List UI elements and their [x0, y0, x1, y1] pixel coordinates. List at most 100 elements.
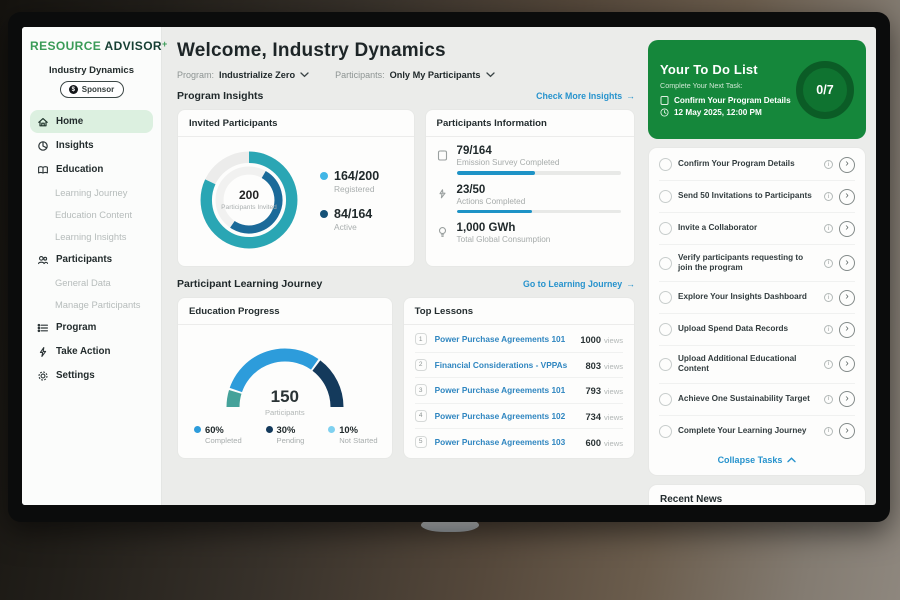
- go-to-learning-journey-link[interactable]: Go to Learning Journey →: [523, 279, 635, 289]
- check-more-insights-link[interactable]: Check More Insights →: [536, 91, 635, 101]
- arrow-right-icon: →: [626, 279, 635, 289]
- dashboard-screen: RESOURCE ADVISOR+ Industry Dynamics $ Sp…: [22, 27, 876, 505]
- recent-news-card: Recent News: [648, 483, 866, 505]
- sidebar-item-home[interactable]: Home: [30, 110, 153, 133]
- info-icon[interactable]: i: [824, 394, 833, 404]
- task-checkbox[interactable]: [659, 222, 672, 235]
- donut-legend: 164/200 Registered 84/164 Active: [320, 169, 379, 232]
- logo-plus: +: [162, 39, 168, 49]
- info-icon[interactable]: i: [824, 192, 833, 201]
- task-checkbox[interactable]: [659, 323, 672, 337]
- sidebar-item-manage-participants[interactable]: Manage Participants: [55, 299, 141, 310]
- not-started-dot-icon: [328, 426, 336, 433]
- metric-actions-completed: 23/50 Actions Completed: [437, 183, 621, 213]
- lesson-views-count: 793: [585, 386, 601, 397]
- sidebar-item-learning-journey[interactable]: Learning Journey: [55, 187, 128, 198]
- gauge-segment: [229, 348, 319, 393]
- todo-next-task: Confirm Your Program Details: [660, 95, 791, 105]
- pending-label: Pending: [276, 436, 305, 445]
- link-label: Check More Insights: [536, 91, 623, 101]
- task-go-button[interactable]: ›: [839, 391, 855, 408]
- sidebar-item-settings[interactable]: Settings: [30, 364, 153, 387]
- task-go-button[interactable]: ›: [839, 423, 855, 440]
- task-row: Complete Your Learning Journey i ›: [659, 416, 855, 447]
- sidebar-item-education-content[interactable]: Education Content: [55, 209, 133, 220]
- lesson-rank: 3: [414, 384, 427, 397]
- task-checkbox[interactable]: [659, 291, 672, 305]
- lesson-title-link[interactable]: Financial Considerations - VPPAs: [434, 359, 568, 370]
- todo-counter: 0/7: [816, 82, 834, 97]
- lesson-views-suffix: views: [604, 361, 623, 371]
- program-filter-dropdown[interactable]: Program: Industrialize Zero: [177, 70, 309, 80]
- todo-due-label: 12 May 2025, 12:00 PM: [674, 108, 762, 117]
- lesson-title-link[interactable]: Power Purchase Agreements 102: [434, 410, 566, 421]
- info-icon[interactable]: i: [824, 325, 833, 335]
- task-label: Achieve One Sustainability Target: [678, 393, 810, 403]
- global-consumption-label: Total Global Consumption: [456, 235, 551, 244]
- actions-completed-value: 23/50: [456, 183, 486, 196]
- task-go-button[interactable]: ›: [839, 255, 855, 272]
- lesson-views-count: 803: [585, 360, 601, 371]
- metric-emission-survey: 79/164 Emission Survey Completed: [437, 145, 621, 175]
- learning-cards-row: Education Progress 150 Participants: [177, 297, 635, 459]
- invited-participants-card: Invited Participants 200: [177, 109, 415, 267]
- task-go-button[interactable]: ›: [839, 321, 855, 338]
- donut-arc-active: [215, 166, 283, 234]
- legend-active: 84/164 Active: [320, 207, 379, 232]
- info-icon[interactable]: i: [824, 426, 833, 436]
- sidebar-item-learning-insights[interactable]: Learning Insights: [55, 231, 127, 242]
- info-icon[interactable]: i: [824, 160, 833, 169]
- education-progress-card: Education Progress 150 Participants: [177, 297, 393, 459]
- sidebar-item-program[interactable]: Program: [30, 316, 153, 339]
- lesson-views-count: 734: [585, 411, 601, 422]
- lesson-rank: 5: [414, 435, 427, 448]
- todo-next-task-label: Confirm Your Program Details: [674, 95, 791, 105]
- task-checkbox[interactable]: [659, 357, 672, 371]
- sidebar-item-education[interactable]: Education: [30, 158, 153, 181]
- task-row: Verify participants requesting to join t…: [659, 245, 855, 283]
- task-row: Confirm Your Program Details i ›: [659, 149, 855, 181]
- task-checkbox[interactable]: [659, 256, 672, 270]
- collapse-tasks-link[interactable]: Collapse Tasks: [659, 447, 855, 469]
- todo-subtitle: Complete Your Next Task:: [660, 81, 743, 90]
- lesson-title-link[interactable]: Power Purchase Agreements 101: [434, 385, 566, 396]
- info-icon[interactable]: i: [824, 293, 833, 303]
- sidebar-item-label: Settings: [56, 370, 95, 381]
- task-go-button[interactable]: ›: [839, 356, 855, 373]
- monitor-bezel: RESOURCE ADVISOR+ Industry Dynamics $ Sp…: [8, 12, 890, 522]
- lesson-title-link[interactable]: Power Purchase Agreements 103: [434, 436, 566, 447]
- arrow-right-icon: →: [626, 91, 635, 101]
- lesson-row: 2 Financial Considerations - VPPAs 803 vi…: [414, 353, 623, 378]
- sidebar-item-insights[interactable]: Insights: [30, 134, 153, 157]
- education-progress-body: 150 Participants 60% Completed: [178, 325, 392, 445]
- task-label: Invite a Collaborator: [678, 223, 758, 233]
- lesson-views-count: 1000: [580, 335, 601, 346]
- top-lessons-card: Top Lessons 1 Power Purchase Agreements …: [402, 297, 635, 459]
- task-checkbox[interactable]: [659, 392, 672, 406]
- sidebar-item-take-action[interactable]: Take Action: [30, 340, 153, 363]
- info-icon[interactable]: i: [824, 258, 833, 268]
- participants-filter-dropdown[interactable]: Participants: Only My Participants: [335, 70, 495, 80]
- lightbulb-icon: [437, 222, 449, 248]
- completed-label: Completed: [205, 436, 242, 445]
- task-go-button[interactable]: ›: [839, 188, 855, 205]
- completed-pct: 60%: [205, 424, 224, 435]
- info-icon[interactable]: i: [824, 359, 833, 369]
- sidebar-item-participants[interactable]: Participants: [30, 248, 153, 271]
- task-go-button[interactable]: ›: [839, 156, 855, 173]
- lesson-title-link[interactable]: Power Purchase Agreements 101: [434, 334, 566, 345]
- task-go-button[interactable]: ›: [839, 289, 855, 306]
- legend-not-started: 10% Not Started: [328, 424, 378, 445]
- not-started-pct: 10%: [339, 424, 358, 435]
- top-lessons-card-title: Top Lessons: [403, 298, 634, 325]
- info-icon[interactable]: i: [824, 224, 833, 233]
- task-checkbox[interactable]: [659, 158, 672, 171]
- sidebar-item-general-data[interactable]: General Data: [55, 277, 111, 288]
- task-checkbox[interactable]: [659, 190, 672, 203]
- participants-icon: [38, 255, 49, 264]
- program-filter-value: Industrialize Zero: [219, 70, 296, 80]
- task-go-button[interactable]: ›: [839, 220, 855, 237]
- main-content: Welcome, Industry Dynamics Program: Indu…: [162, 27, 648, 505]
- task-checkbox[interactable]: [659, 424, 672, 438]
